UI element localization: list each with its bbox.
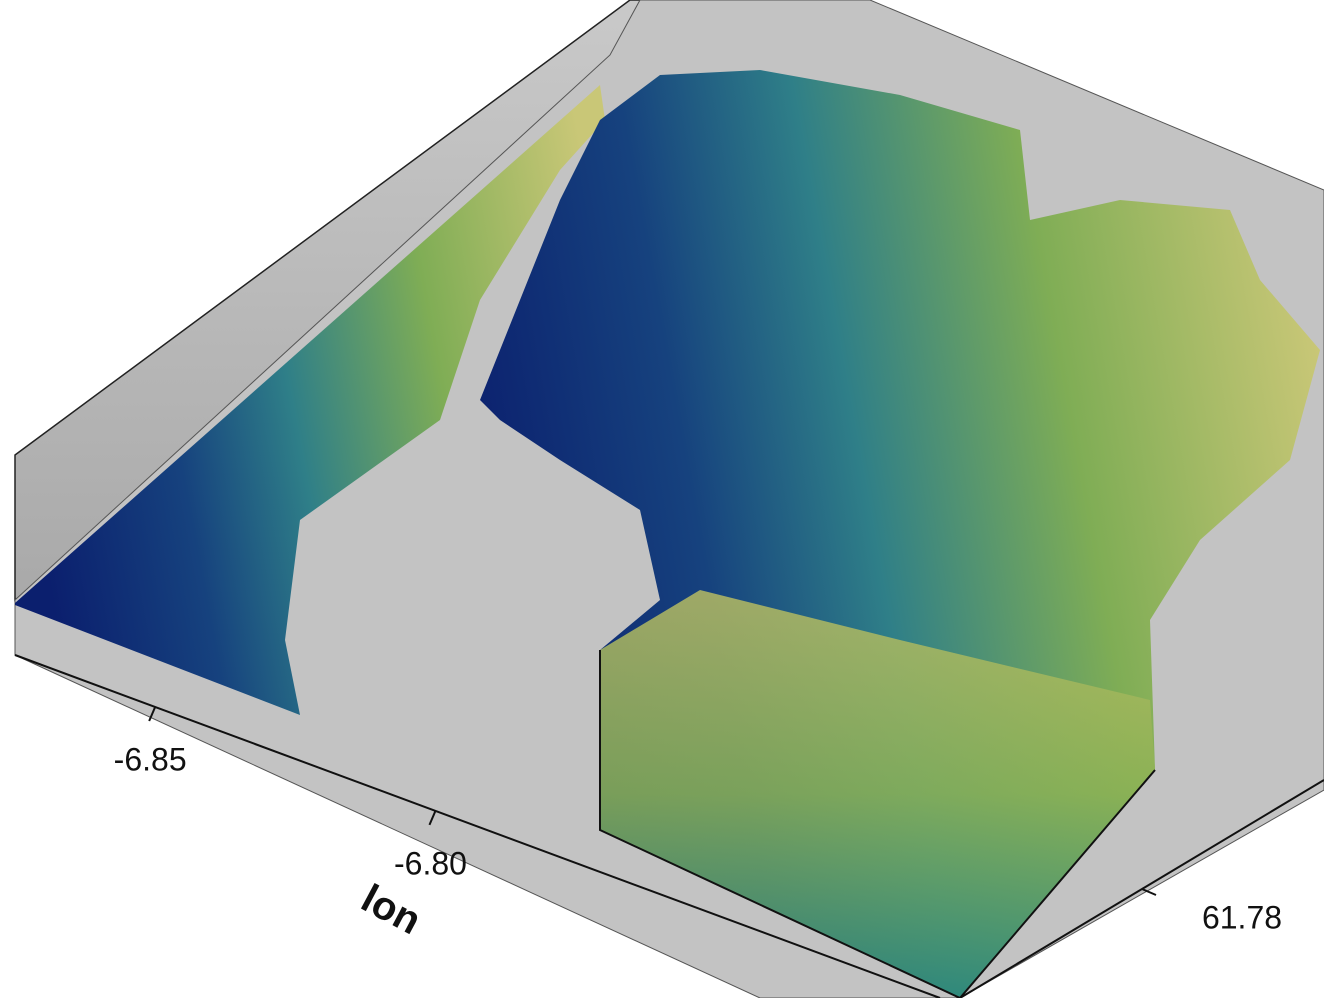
surface-front xyxy=(600,590,1155,998)
x-tick xyxy=(428,810,437,826)
surface-edge xyxy=(599,650,1156,998)
x-tick-label: -6.85 xyxy=(114,741,187,777)
surface-left xyxy=(15,85,605,715)
x-tick xyxy=(148,706,157,722)
x-tick-label: -6.80 xyxy=(394,845,467,881)
scene xyxy=(14,0,1324,998)
x-axis-label: lon xyxy=(354,876,428,943)
y-tick-label: 61.78 xyxy=(1202,899,1282,935)
x-axis-line xyxy=(14,654,941,998)
y-tick xyxy=(1141,888,1157,896)
